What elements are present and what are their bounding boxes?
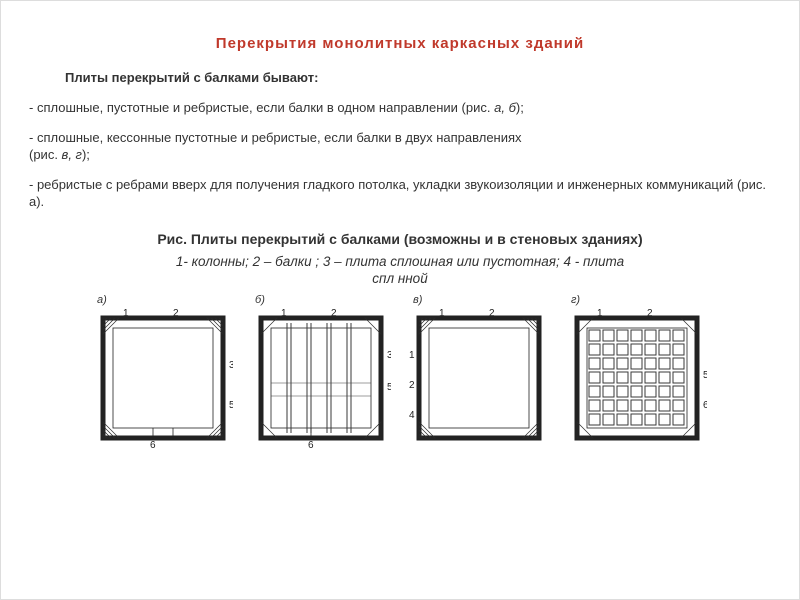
anno: 5 [229,400,233,411]
bullet-2-ref: в, г [62,147,82,162]
figure-c-svg: 1 2 1 2 4 [409,308,549,448]
figure-legend-line1: 1- колонны; 2 – балки ; 3 – плита сплошн… [176,254,624,269]
anno: 1 [281,308,287,319]
bullet-2-text: - сплошные, кессонные пустотные и ребрис… [29,130,522,145]
bullet-1-text: - сплошные, пустотные и ребристые, если … [29,100,494,115]
figure-c: в) 1 2 1 2 4 [409,294,549,448]
figure-legend-line2: спл нной [372,271,427,286]
anno: 2 [489,308,495,319]
figure-legend: 1- колонны; 2 – балки ; 3 – плита сплошн… [50,253,750,288]
anno: 4 [409,410,415,421]
anno: 6 [308,440,314,448]
anno: 3 [387,350,391,361]
figure-d-svg: 1 2 5 6 [567,308,707,448]
anno: 1 [409,350,415,361]
anno: 5 [703,370,707,381]
bullet-1-ref: а, б [494,100,516,115]
bullet-3: - ребристые с ребрами вверх для получени… [29,176,771,211]
figures-row: а) 1 2 3 [29,294,771,448]
page-title: Перекрытия монолитных каркасных зданий [29,35,771,52]
figure-d-label: г) [571,294,580,306]
bullet-2-end: ); [82,147,90,162]
anno: 2 [331,308,337,319]
anno: 2 [409,380,415,391]
anno: 6 [703,400,707,411]
anno: 6 [150,440,156,448]
anno: 2 [647,308,653,319]
anno: 3 [229,360,233,371]
anno: 1 [123,308,129,319]
anno: 2 [173,308,179,319]
figure-c-label: в) [413,294,422,306]
page: Перекрытия монолитных каркасных зданий П… [0,0,800,600]
bullet-2-pre: (рис. [29,147,62,162]
figure-caption-prefix: Рис. [157,231,191,247]
figure-b-label: б) [255,294,265,306]
figure-b: б) [251,294,391,448]
subtitle: Плиты перекрытий с балками бывают: [65,70,771,85]
bullet-2: - сплошные, кессонные пустотные и ребрис… [29,129,771,164]
anno: 5 [387,382,391,393]
figure-caption-text: Плиты перекрытий с балками (возможны и в… [191,231,643,247]
anno: 1 [439,308,445,319]
figure-b-svg: 1 2 3 5 6 [251,308,391,448]
bullet-1-end: ); [516,100,524,115]
bullet-1: - сплошные, пустотные и ребристые, если … [29,99,771,117]
figure-a-label: а) [97,294,107,306]
figure-d: г) [567,294,707,448]
figure-caption: Рис. Плиты перекрытий с балками (возможн… [29,231,771,247]
bullet-list: - сплошные, пустотные и ребристые, если … [29,99,771,211]
figure-a: а) 1 2 3 [93,294,233,448]
figure-a-svg: 1 2 3 6 5 [93,308,233,448]
anno: 1 [597,308,603,319]
